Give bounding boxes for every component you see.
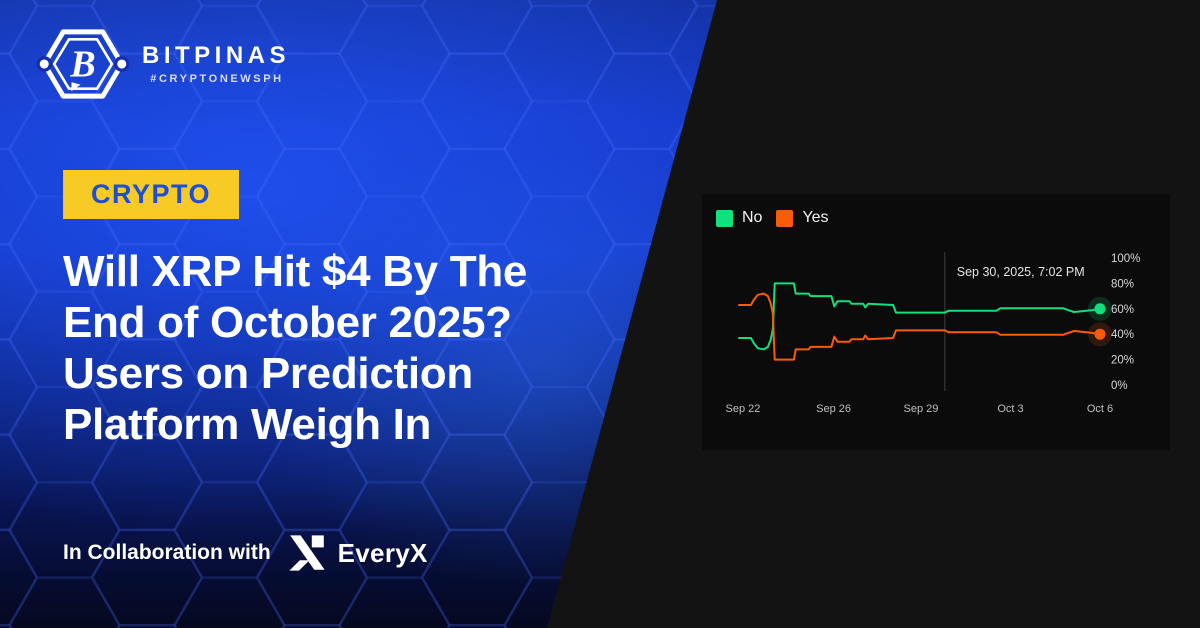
legend-swatch-no [716,209,733,227]
y-axis-tick: 60% [1111,304,1134,316]
x-axis-tick: Oct 3 [997,403,1023,415]
headline-line-3: Users on Prediction [63,349,473,398]
prediction-chart-panel: Sep 30, 2025, 7:02 PM 100% 80% 60% 40% 20% 0% S… [702,194,1170,450]
y-axis-tick: 40% [1111,329,1134,341]
headline-line-4: Platform Weigh In [63,400,432,449]
end-marker-dot-yes [1094,328,1106,340]
x-axis-tick: Sep 22 [726,403,761,415]
headline-line-2: End of October 2025? [63,298,512,347]
brand-header: B BITPINAS #CRYPTONEWSPH [36,24,292,104]
chart-legend: No Yes [716,209,843,227]
x-axis-tick: Sep 29 [904,403,939,415]
end-marker-dot-no [1094,303,1106,315]
crosshair-tooltip: Sep 30, 2025, 7:02 PM [957,265,1085,279]
x-axis-tick: Oct 6 [1087,403,1113,415]
brand-wordmark: BITPINAS [142,41,291,69]
y-axis-tick: 100% [1111,253,1140,265]
collab-prefix-text: In Collaboration with [63,541,271,564]
legend-label-no: No [742,209,763,226]
x-axis-tick: Sep 26 [816,403,851,415]
headline-line-1: Will XRP Hit $4 By The [63,247,528,296]
legend-label-yes: Yes [802,209,829,226]
legend-swatch-yes [776,209,794,227]
headline: Will XRP Hit $4 By The End of October 20… [63,246,643,450]
bitpinas-logo-icon: B [36,29,130,99]
brand-text-block: BITPINAS #CRYPTONEWSPH [142,41,292,85]
y-axis-tick: 80% [1111,278,1134,290]
series-line-no [738,282,1101,351]
y-axis-tick: 0% [1111,380,1128,392]
bitpinas-b-mark: B [69,43,95,85]
collaboration-row: In Collaboration with EveryX [63,526,428,580]
y-axis-tick: 20% [1111,355,1134,367]
everyx-logo-icon [289,535,325,571]
series-line-yes [738,292,1101,361]
prediction-line-chart: Sep 30, 2025, 7:02 PM 100% 80% 60% 40% 20% 0% S… [726,252,1140,415]
brand-tagline: #CRYPTONEWSPH [150,72,284,85]
logo-speech-tail [71,82,81,92]
everyx-partner-name: EveryX [337,537,428,568]
category-badge: CRYPTO [63,170,240,219]
